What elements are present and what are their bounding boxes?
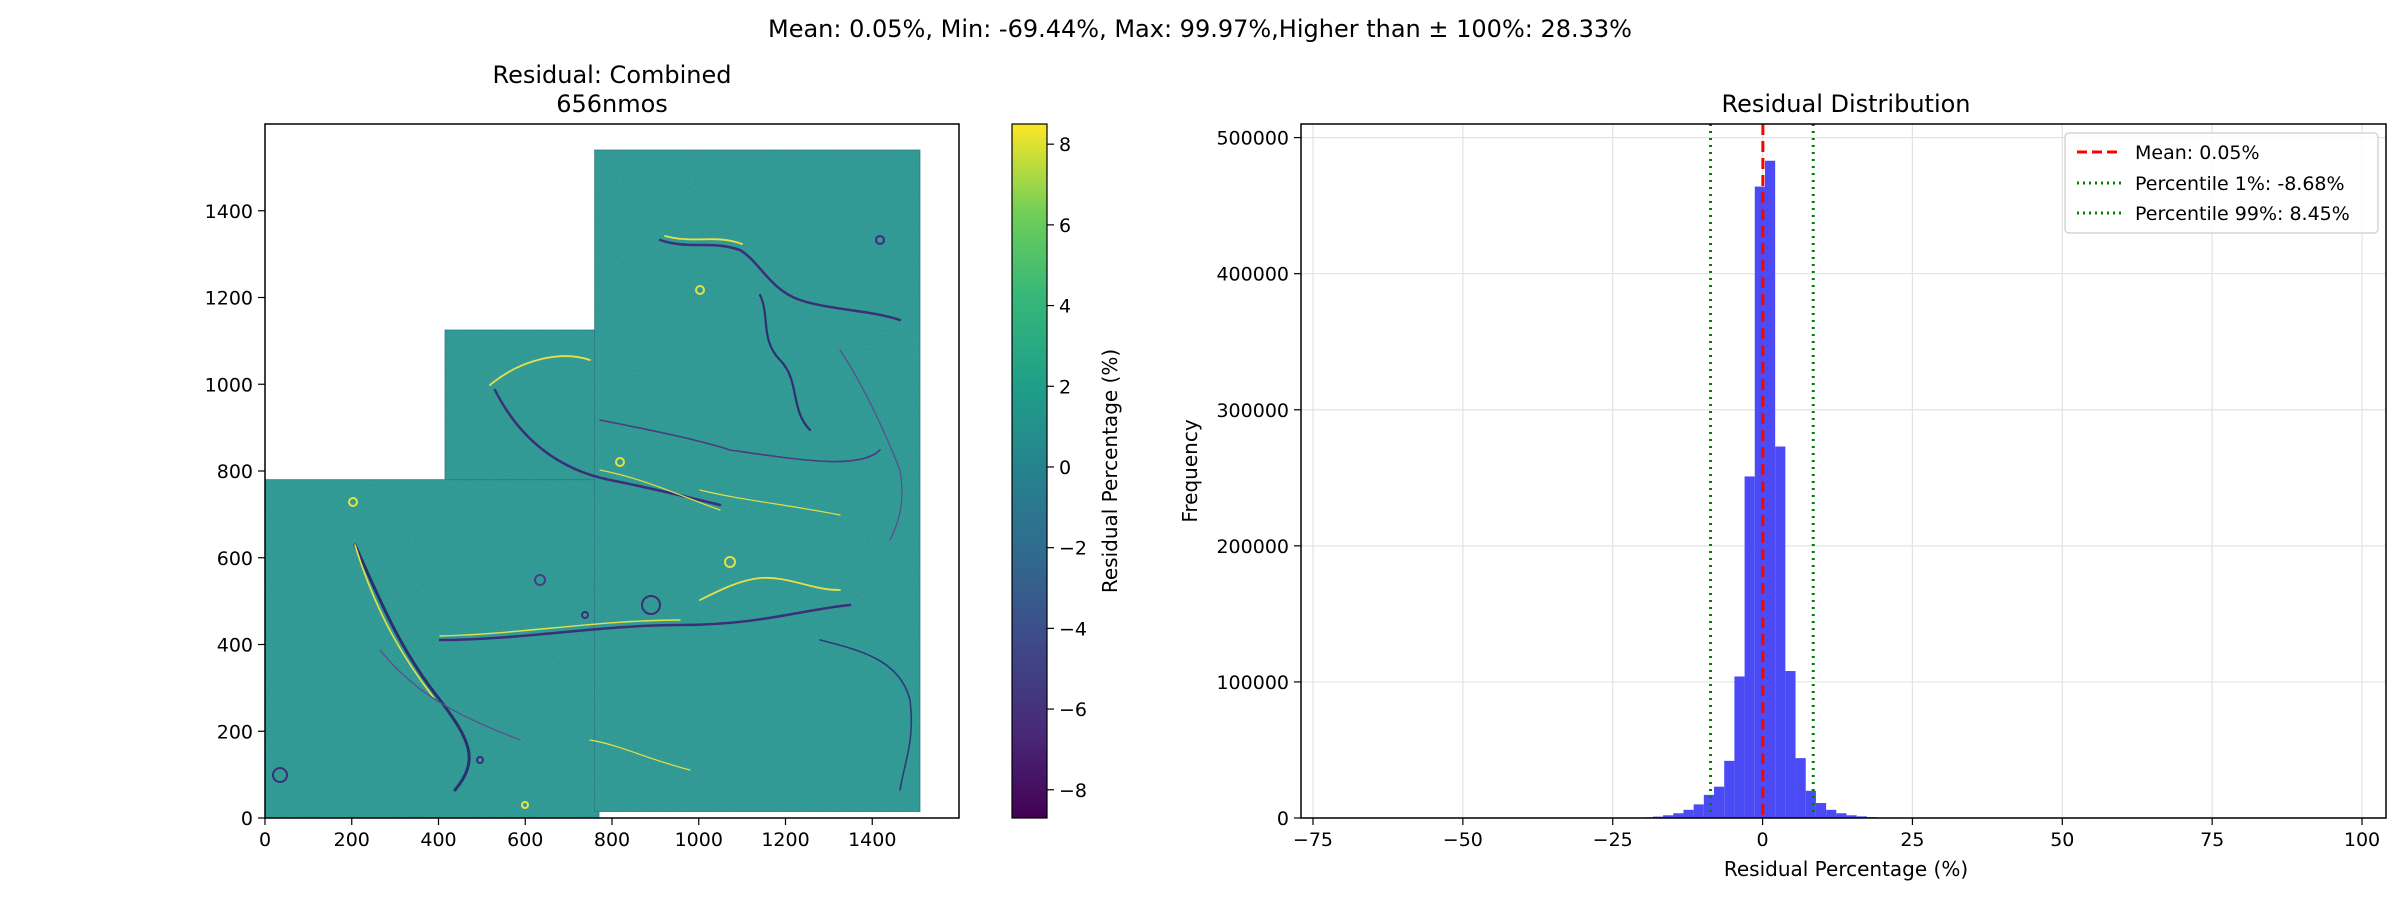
- histogram-reference-lines: [1709, 124, 1815, 818]
- histogram-bar: [1836, 813, 1847, 818]
- residual-map-features: [353, 235, 913, 792]
- colorbar-tick-label: −8: [1059, 780, 1087, 802]
- residual-map-subtitle: 656nmos: [556, 90, 668, 118]
- colorbar-tick-label: −2: [1059, 538, 1087, 560]
- y-tick-label: 200: [217, 721, 253, 743]
- x-tick-label: 0: [259, 829, 271, 851]
- x-tick-label: 200: [334, 829, 370, 851]
- x-tick-label: 0: [1757, 829, 1769, 851]
- histogram-bar: [1846, 815, 1857, 818]
- legend-box: [2064, 132, 2379, 234]
- y-tick-label: 800: [217, 461, 253, 483]
- histogram-bar: [1805, 790, 1816, 818]
- colorbar-tick-label: 2: [1059, 376, 1071, 398]
- y-tick-label: 100000: [1216, 672, 1289, 694]
- histogram-bar: [1693, 804, 1704, 818]
- figure-suptitle: Mean: 0.05%, Min: -69.44%, Max: 99.97%,H…: [768, 15, 1632, 43]
- colorbar-tick-label: 8: [1059, 134, 1071, 156]
- legend-label-p1: Percentile 1%: -8.68%: [2135, 173, 2345, 195]
- histogram-bar: [1673, 813, 1684, 818]
- map-tile-texture: [594, 150, 920, 812]
- x-tick-label: −25: [1593, 829, 1633, 851]
- residual-map-tiles: [264, 149, 921, 819]
- x-tick-label: 100: [2344, 829, 2380, 851]
- x-tick-label: 1200: [761, 829, 809, 851]
- x-tick-label: 25: [1900, 829, 1924, 851]
- x-tick-label: −75: [1293, 829, 1333, 851]
- histogram-bars: [1642, 160, 1878, 819]
- histogram-bar: [1724, 760, 1735, 818]
- residual-map-craters: [272, 235, 885, 809]
- residual-map-panel: Residual: Combined 656nmos: [205, 61, 1122, 851]
- y-tick-label: 400000: [1216, 264, 1289, 286]
- residual-map-x-ticks: 0 200 400 600 800 1000 1200 1400: [259, 818, 896, 851]
- x-tick-label: 50: [2050, 829, 2074, 851]
- x-tick-label: 600: [507, 829, 543, 851]
- residual-map-title: Residual: Combined: [492, 61, 731, 89]
- x-tick-label: 400: [420, 829, 456, 851]
- legend-label-mean: Mean: 0.05%: [2135, 142, 2260, 164]
- histogram-x-ticks: −75 −50 −25 0 25 50 75 100: [1293, 818, 2380, 851]
- histogram-bar: [1663, 815, 1674, 818]
- map-tile-edge: [594, 149, 921, 812]
- legend-label-p99: Percentile 99%: 8.45%: [2135, 203, 2350, 225]
- histogram-bar: [1856, 816, 1867, 818]
- histogram-bar: [1815, 803, 1827, 818]
- histogram-bar: [1734, 676, 1745, 818]
- histogram-bar: [1703, 794, 1715, 818]
- histogram-bar: [1714, 786, 1725, 818]
- histogram-bar: [1775, 446, 1786, 818]
- colorbar: [1011, 123, 1048, 819]
- y-tick-label: 1400: [205, 201, 253, 223]
- y-tick-label: 1200: [205, 288, 253, 310]
- histogram-title: Residual Distribution: [1722, 90, 1971, 118]
- x-tick-label: 1400: [848, 829, 896, 851]
- colorbar-tick-label: 4: [1059, 296, 1071, 318]
- map-tile-texture: [265, 479, 599, 818]
- x-tick-label: 75: [2200, 829, 2224, 851]
- x-tick-label: 800: [594, 829, 630, 851]
- x-tick-label: 1000: [675, 829, 723, 851]
- y-tick-label: 600: [217, 548, 253, 570]
- y-tick-label: 0: [1277, 808, 1289, 830]
- colorbar-tick-label: 6: [1059, 215, 1071, 237]
- y-tick-label: 300000: [1216, 400, 1289, 422]
- histogram-bar: [1785, 671, 1796, 818]
- y-tick-label: 500000: [1216, 128, 1289, 150]
- histogram-bar: [1744, 476, 1755, 818]
- colorbar-label: Residual Percentage (%): [1098, 349, 1122, 593]
- y-tick-label: 200000: [1216, 536, 1289, 558]
- histogram-x-label: Residual Percentage (%): [1724, 857, 1968, 881]
- colorbar-ticks: 8 6 4 2 0 −2 −4 −6 −8: [1047, 134, 1087, 802]
- x-tick-label: −50: [1443, 829, 1483, 851]
- histogram-bar: [1754, 186, 1765, 819]
- histogram-y-ticks: 0 100000 200000 300000 400000 500000: [1216, 128, 1301, 830]
- residual-histogram-panel: Residual Distribution −75 −50 −25 0 25 50 75 10…: [1178, 90, 2387, 881]
- histogram-axes-frame: [1300, 123, 2387, 819]
- histogram-bar: [1683, 809, 1694, 818]
- histogram-bar: [1795, 758, 1806, 818]
- y-tick-label: 1000: [205, 374, 253, 396]
- y-tick-label: 0: [241, 808, 253, 830]
- map-tile-texture: [445, 330, 599, 480]
- residual-map-y-ticks: 0 200 400 600 800 1000 1200 1400: [205, 201, 265, 830]
- y-tick-label: 400: [217, 635, 253, 657]
- colorbar-tick-label: −6: [1059, 699, 1087, 721]
- histogram-bar: [1826, 809, 1837, 818]
- histogram-y-label: Frequency: [1178, 419, 1202, 522]
- histogram-legend: Mean: 0.05% Percentile 1%: -8.68% Percen…: [2064, 132, 2379, 234]
- histogram-bar: [1764, 160, 1776, 818]
- colorbar-tick-label: 0: [1059, 457, 1071, 479]
- colorbar-tick-label: −4: [1059, 618, 1087, 640]
